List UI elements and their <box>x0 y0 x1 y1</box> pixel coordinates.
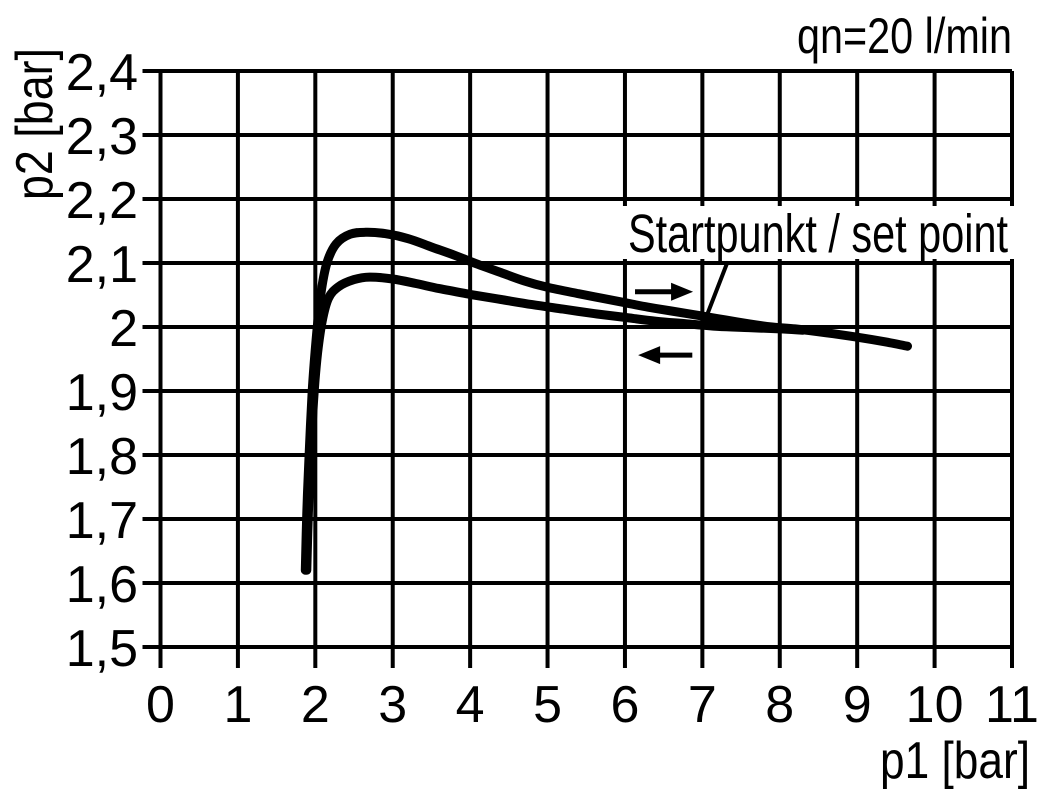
curve-p1-decreasing <box>302 272 808 575</box>
y-tick-label: 1,9 <box>66 364 138 422</box>
annotations <box>635 261 730 365</box>
x-tick-label: 8 <box>765 676 794 734</box>
x-tick-label: 7 <box>688 676 717 734</box>
tick-labels: 0 1 2 3 4 5 6 7 8 9 10 111,51,61,71,81,922,12,22,32… <box>66 44 1039 734</box>
x-axis-label: p1 [bar] <box>880 732 1030 790</box>
y-tick-label: 2,2 <box>66 172 138 230</box>
x-tick-label: 1 <box>223 676 252 734</box>
grid <box>142 69 1014 668</box>
chart-title: qn=20 l/min <box>797 8 1012 64</box>
direction-arrow-left-head <box>638 346 661 365</box>
direction-arrow-right-head <box>671 282 694 301</box>
x-tick-label: 10 <box>906 676 964 734</box>
x-tick-label: 11 <box>985 676 1039 734</box>
x-tick-label: 6 <box>610 676 639 734</box>
curves <box>300 227 912 575</box>
x-tick-label: 9 <box>843 676 872 734</box>
x-tick-label: 2 <box>301 676 330 734</box>
y-tick-label: 2,3 <box>66 108 138 166</box>
y-tick-label: 1,8 <box>66 428 138 486</box>
y-tick-label: 1,7 <box>66 492 138 550</box>
set-point-label-background <box>622 206 1014 259</box>
y-tick-label: 1,6 <box>66 556 138 614</box>
x-tick-label: 4 <box>456 676 485 734</box>
set-point-label: Startpunkt / set point <box>628 204 1008 264</box>
x-tick-label: 5 <box>533 676 562 734</box>
y-tick-label: 2,4 <box>66 44 138 102</box>
y-tick-label: 1,5 <box>66 620 138 678</box>
x-tick-label: 0 <box>146 676 175 734</box>
x-tick-label: 3 <box>378 676 407 734</box>
y-tick-label: 2,1 <box>66 236 138 294</box>
y-tick-label: 2 <box>109 300 138 358</box>
y-axis-label: p2 [bar] <box>6 48 64 200</box>
